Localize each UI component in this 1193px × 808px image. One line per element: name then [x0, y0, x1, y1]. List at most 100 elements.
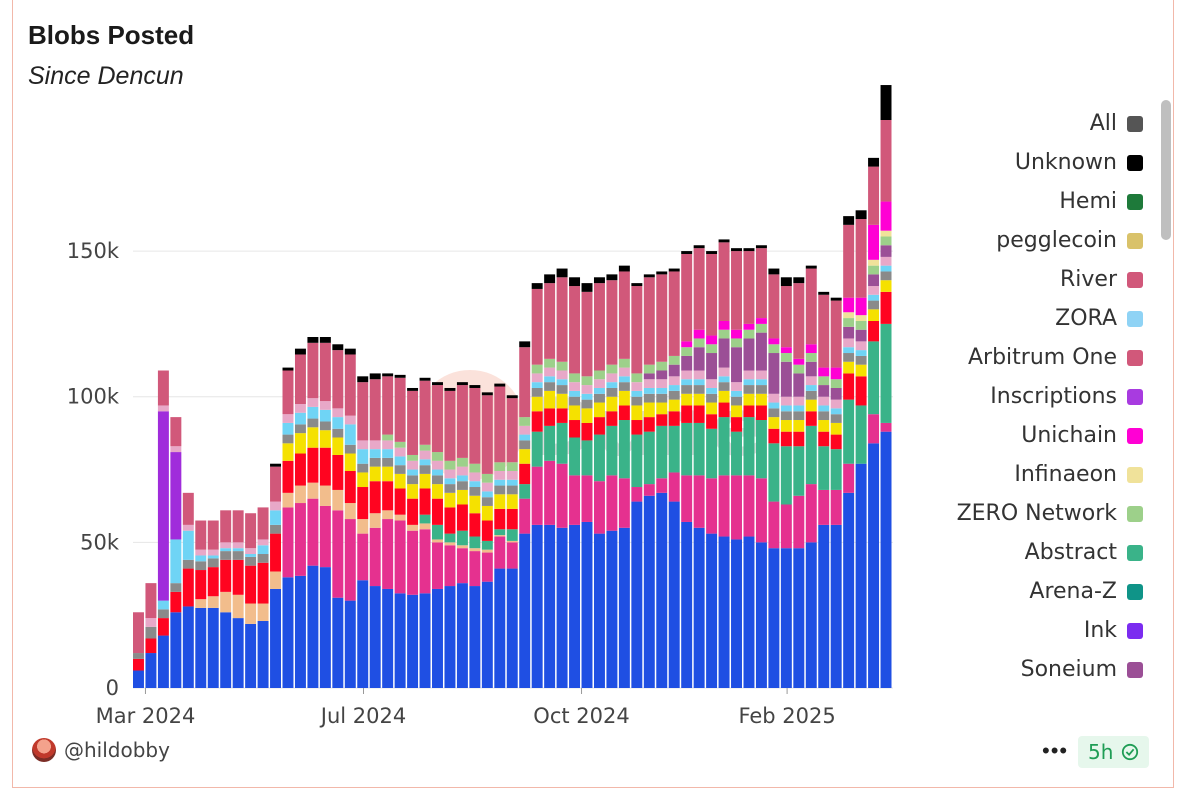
- bar-segment: [581, 440, 593, 476]
- bar-segment: [868, 157, 880, 167]
- bar-segment: [382, 510, 394, 520]
- bar-segment: [780, 277, 792, 287]
- bar-segment: [531, 373, 543, 383]
- bar-segment: [843, 373, 855, 400]
- bar-segment: [407, 469, 419, 476]
- bar-segment: [357, 463, 369, 473]
- bar-segment: [681, 370, 693, 380]
- bar-segment: [157, 370, 169, 406]
- legend-item[interactable]: Hemi: [823, 182, 1143, 221]
- bar-segment: [432, 524, 443, 540]
- bar-segment: [718, 376, 730, 383]
- more-options-button[interactable]: •••: [1042, 738, 1069, 763]
- bar-segment: [755, 323, 767, 333]
- bar-segment: [643, 393, 655, 403]
- legend-item[interactable]: ZORA: [823, 299, 1143, 338]
- stacked-bar-chart: 0 50k 100k 150k Mar 2024 Jul 2024 Oct 2024 Feb…: [67, 85, 893, 728]
- bar-segment: [668, 399, 680, 412]
- bar-segment: [731, 475, 742, 540]
- legend-label: Soneium: [1020, 657, 1117, 682]
- bar-segment: [419, 444, 431, 451]
- bar-segment: [581, 376, 593, 386]
- bar-segment: [494, 508, 506, 530]
- author-link[interactable]: @hildobby: [32, 738, 170, 762]
- bar-segment: [294, 575, 306, 688]
- bar-segment: [506, 462, 518, 471]
- bar-segment: [282, 443, 294, 461]
- legend-item[interactable]: Arbitrum One: [823, 338, 1143, 377]
- bar-segment: [170, 612, 182, 688]
- bar-segment: [220, 612, 232, 688]
- bar-segment: [843, 338, 855, 348]
- bar-segment: [494, 383, 506, 387]
- bar-segment: [519, 425, 531, 435]
- bar-segment: [444, 507, 456, 534]
- legend-swatch: [1127, 310, 1143, 327]
- bar-segment: [581, 475, 593, 522]
- legend-item[interactable]: All: [823, 104, 1143, 143]
- legend-item[interactable]: Unichain: [823, 416, 1143, 455]
- bar-segment: [768, 548, 780, 688]
- legend-item[interactable]: Soneium: [823, 650, 1143, 689]
- bar-segment: [631, 396, 643, 406]
- bar-segment: [581, 393, 593, 400]
- legend-item[interactable]: Inscriptions: [823, 377, 1143, 416]
- bar-segment: [693, 245, 705, 249]
- bar-segment: [195, 555, 207, 562]
- bar-segment: [880, 291, 892, 324]
- legend-item[interactable]: ZERO Network: [823, 494, 1143, 533]
- legend-item[interactable]: Abstract: [823, 533, 1143, 572]
- legend-item[interactable]: Unknown: [823, 143, 1143, 182]
- legend-scrollbar[interactable]: [1161, 100, 1171, 240]
- legend-item[interactable]: Ink: [823, 611, 1143, 650]
- bar-segment: [693, 329, 705, 339]
- bar-segment: [768, 393, 780, 403]
- legend: All Unknown Hemi pegglecoin River ZORA Arbitru…: [823, 104, 1143, 689]
- bar-segment: [743, 417, 755, 476]
- bar-segment: [407, 460, 419, 470]
- bar-segment: [519, 533, 531, 688]
- bar-segment: [593, 393, 605, 403]
- bar-segment: [818, 294, 830, 368]
- bar-segment: [793, 495, 805, 549]
- bar-segment: [432, 588, 443, 688]
- chart-title: Blobs Posted: [28, 20, 195, 50]
- bar-segment: [469, 586, 481, 688]
- legend-swatch: [1127, 466, 1143, 483]
- legend-item[interactable]: Arena-Z: [823, 572, 1143, 611]
- bar-segment: [818, 411, 830, 421]
- bar-segment: [419, 450, 431, 460]
- bar-segment: [780, 405, 792, 412]
- bar-segment: [805, 361, 817, 377]
- bar-segment: [569, 390, 581, 397]
- bar-segment: [731, 405, 742, 418]
- bar-segment: [282, 577, 294, 688]
- bar-segment: [394, 488, 406, 515]
- bar-segment: [170, 452, 182, 540]
- legend-item[interactable]: pegglecoin: [823, 221, 1143, 260]
- legend-item[interactable]: River: [823, 260, 1143, 299]
- bar-segment: [257, 554, 269, 563]
- bar-segment: [593, 283, 605, 371]
- y-tick-label: 150k: [67, 239, 120, 263]
- bar-segment: [133, 612, 144, 654]
- bar-segment: [706, 344, 718, 354]
- bar-segment: [631, 434, 643, 488]
- refresh-badge[interactable]: 5h: [1078, 736, 1150, 768]
- legend-swatch: [1127, 349, 1143, 366]
- bar-segment: [531, 283, 543, 289]
- bar-segment: [220, 559, 232, 592]
- bar-segment: [706, 393, 718, 403]
- legend-item[interactable]: Infinaeon: [823, 455, 1143, 494]
- bar-segment: [718, 239, 730, 243]
- bar-segment: [868, 414, 880, 444]
- bar-segment: [656, 379, 668, 388]
- bar-segment: [668, 411, 680, 426]
- bar-segment: [382, 434, 394, 441]
- bar-segment: [768, 402, 780, 409]
- bar-segment: [643, 484, 655, 496]
- bar-segment: [593, 481, 605, 534]
- bar-segment: [432, 385, 443, 453]
- bar-segment: [444, 492, 456, 508]
- bar-segment: [407, 475, 419, 485]
